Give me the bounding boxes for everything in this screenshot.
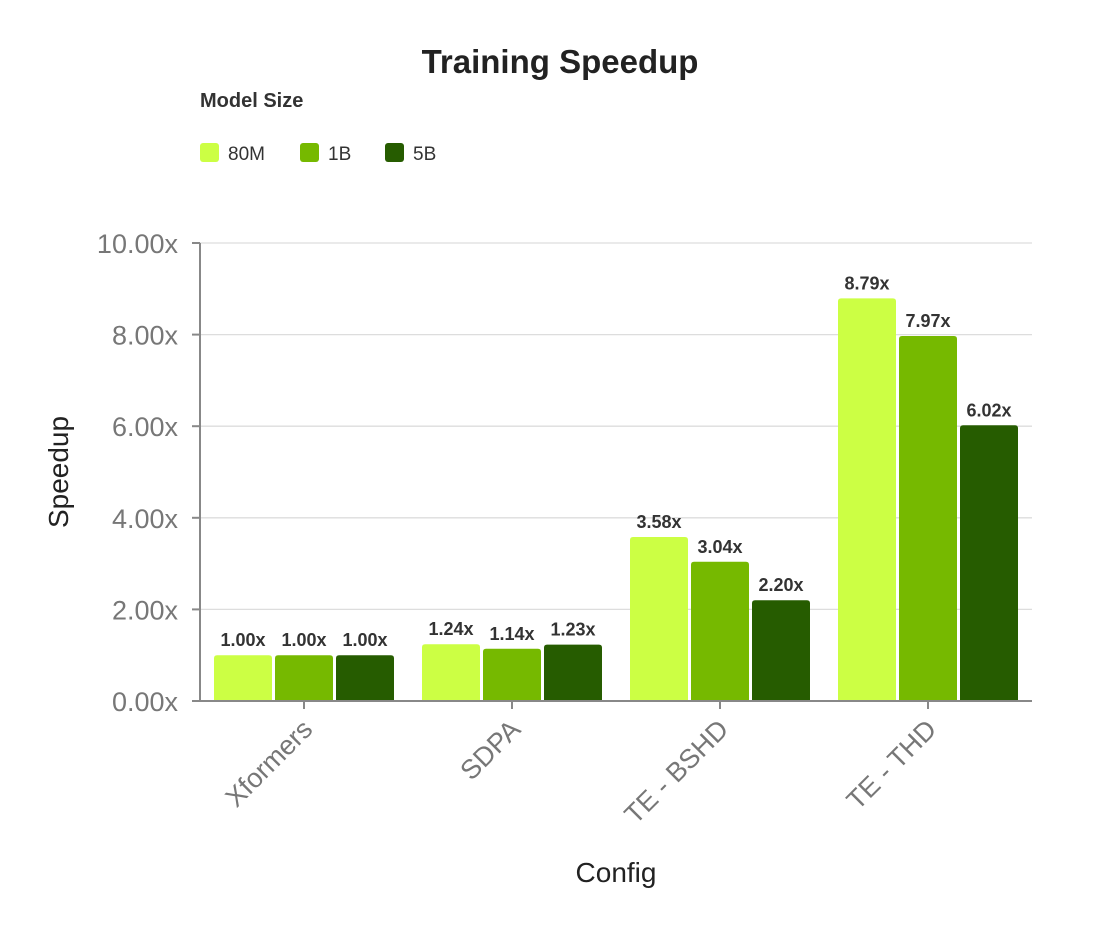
y-tick-label: 10.00x: [97, 229, 179, 259]
legend-label-1b[interactable]: 1B: [328, 144, 351, 165]
bar-80m-0[interactable]: [214, 655, 272, 701]
data-label: 2.20x: [758, 575, 803, 595]
x-tick-label: SDPA: [454, 714, 526, 786]
legend-swatch-80m[interactable]: [200, 143, 219, 162]
x-tick-label: TE - BSHD: [619, 714, 735, 830]
bar-5b-1[interactable]: [544, 644, 602, 701]
bar-5b-3[interactable]: [960, 425, 1018, 701]
y-tick-label: 6.00x: [112, 412, 179, 442]
data-label: 1.24x: [428, 619, 473, 639]
y-tick-label: 0.00x: [112, 687, 179, 717]
data-label: 1.14x: [489, 624, 534, 644]
data-label: 1.23x: [550, 620, 595, 640]
data-label: 1.00x: [220, 630, 265, 650]
legend-swatch-5b[interactable]: [385, 143, 404, 162]
data-label: 7.97x: [905, 311, 950, 331]
legend-swatch-1b[interactable]: [300, 143, 319, 162]
bar-80m-3[interactable]: [838, 298, 896, 701]
data-label: 1.00x: [281, 630, 326, 650]
bar-80m-2[interactable]: [630, 537, 688, 701]
data-label: 3.04x: [697, 537, 742, 557]
y-axis-title: Speedup: [43, 416, 74, 528]
y-tick-label: 4.00x: [112, 504, 179, 534]
y-tick-label: 8.00x: [112, 321, 179, 351]
chart-title: Training Speedup: [422, 43, 699, 80]
legend: Model Size 80M 1B 5B: [200, 90, 436, 165]
bar-5b-2[interactable]: [752, 600, 810, 701]
x-tick-label: TE - THD: [841, 714, 942, 815]
data-label: 6.02x: [966, 400, 1011, 420]
x-tick-label: Xformers: [220, 714, 319, 813]
data-label: 8.79x: [844, 273, 889, 293]
data-label: 3.58x: [636, 512, 681, 532]
bar-1b-0[interactable]: [275, 655, 333, 701]
data-label: 1.00x: [342, 630, 387, 650]
bar-1b-2[interactable]: [691, 561, 749, 701]
bar-1b-3[interactable]: [899, 335, 957, 701]
x-axis-title: Config: [576, 857, 657, 888]
bar-1b-1[interactable]: [483, 648, 541, 701]
bar-5b-0[interactable]: [336, 655, 394, 701]
bar-80m-1[interactable]: [422, 644, 480, 701]
legend-label-80m[interactable]: 80M: [228, 144, 265, 165]
legend-label-5b[interactable]: 5B: [413, 144, 436, 165]
y-tick-label: 2.00x: [112, 595, 179, 625]
legend-title: Model Size: [200, 90, 303, 112]
